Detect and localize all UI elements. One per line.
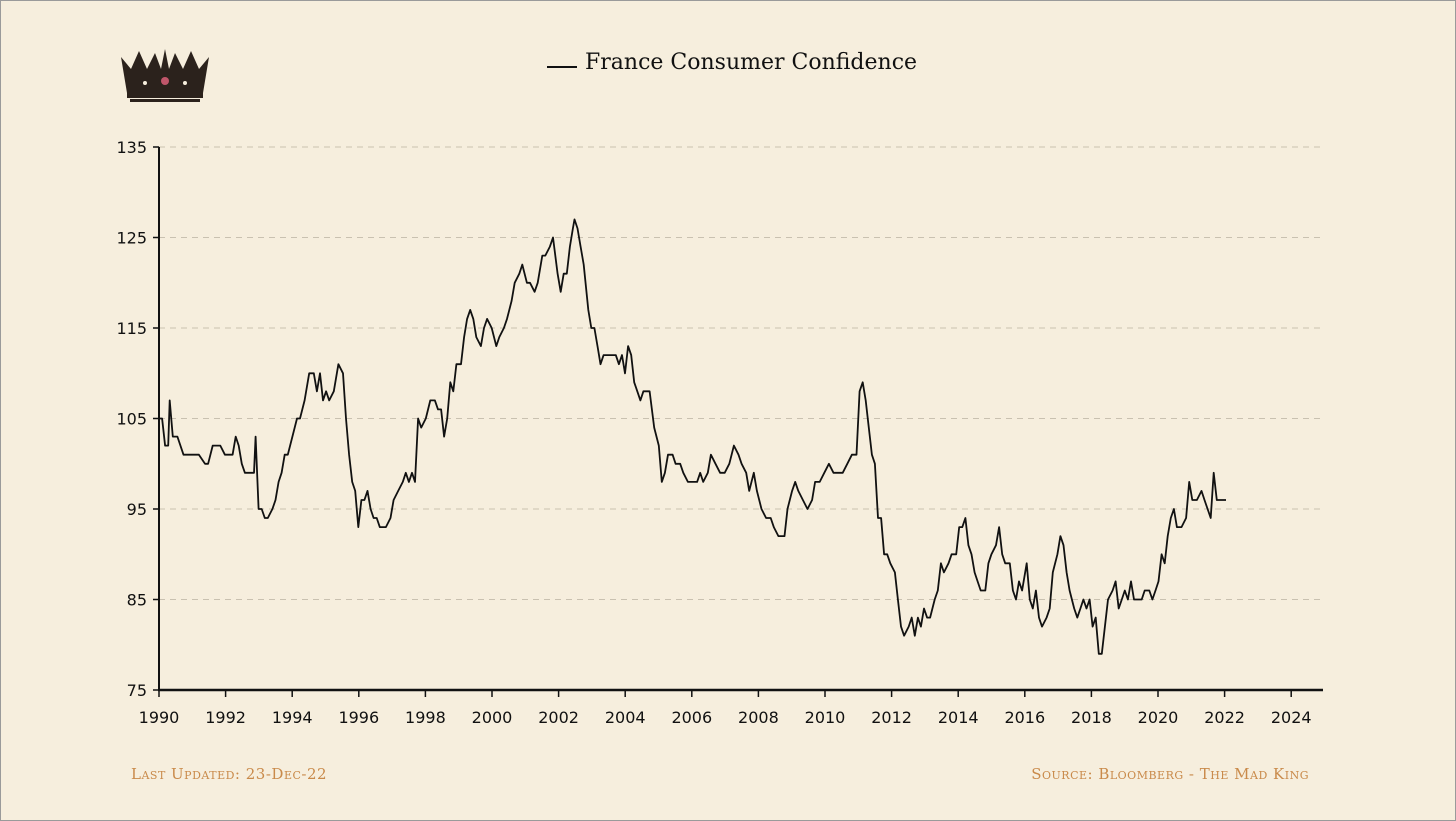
x-tick-label-2002: 2002 <box>538 708 579 727</box>
x-tick-label-2020: 2020 <box>1138 708 1179 727</box>
y-tick-label-125: 125 <box>116 229 147 248</box>
crown-icon <box>121 49 209 102</box>
x-tick-label-2022: 2022 <box>1204 708 1245 727</box>
y-tick-label-75: 75 <box>127 681 147 700</box>
y-axis-ticks: 135 125 115 105 95 85 75 <box>116 138 159 700</box>
gridlines <box>159 146 1323 600</box>
x-tick-label-2024: 2024 <box>1271 708 1312 727</box>
y-tick-label-105: 105 <box>116 410 147 429</box>
x-tick-label-2004: 2004 <box>605 708 646 727</box>
legend-label: France Consumer Confidence <box>585 50 917 75</box>
x-tick-label-1992: 1992 <box>205 708 246 727</box>
last-updated-label: Last Updated: 23-Dec-22 <box>131 765 328 783</box>
y-tick-label-115: 115 <box>116 319 147 338</box>
y-tick-label-85: 85 <box>127 591 147 610</box>
x-tick-label-2016: 2016 <box>1004 708 1045 727</box>
x-tick-label-2010: 2010 <box>805 708 846 727</box>
x-tick-label-1994: 1994 <box>272 708 313 727</box>
x-tick-label-1990: 1990 <box>139 708 180 727</box>
source-label: Source: Bloomberg - The Mad King <box>1031 765 1309 783</box>
x-tick-label-1996: 1996 <box>338 708 379 727</box>
x-tick-label-2000: 2000 <box>472 708 513 727</box>
legend: France Consumer Confidence <box>547 50 917 75</box>
x-tick-label-2012: 2012 <box>871 708 912 727</box>
x-tick-label-2008: 2008 <box>738 708 779 727</box>
x-tick-label-2006: 2006 <box>671 708 712 727</box>
y-tick-label-95: 95 <box>127 500 147 519</box>
x-axis-ticks: 1990 1992 1994 1996 1998 2000 2002 2004 2006 2008… <box>139 690 1312 727</box>
y-tick-label-135: 135 <box>116 138 147 157</box>
x-tick-label-2018: 2018 <box>1071 708 1112 727</box>
x-tick-label-1998: 1998 <box>405 708 446 727</box>
x-tick-label-2014: 2014 <box>938 708 979 727</box>
series-line-france-consumer-confidence <box>159 218 1226 655</box>
